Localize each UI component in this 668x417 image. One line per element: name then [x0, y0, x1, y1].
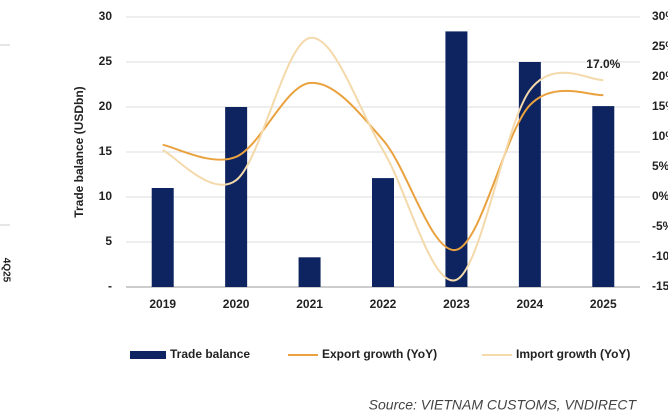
bar	[151, 188, 174, 287]
bar	[372, 178, 394, 287]
y-axis-label: Trade balance (USDbn)	[72, 86, 86, 217]
legend-label: Export growth (YoY)	[322, 347, 437, 361]
y2-tick-label: -5%	[652, 219, 668, 233]
bar	[592, 106, 615, 287]
bar	[518, 62, 541, 287]
y2-tick-label: 15%	[652, 99, 668, 113]
y2-tick-label: 25%	[652, 39, 668, 53]
x-tick-label: 2021	[296, 297, 323, 311]
source: Source: VIETNAM CUSTOMS, VNDIRECT	[369, 397, 638, 413]
y2-tick-label: 10%	[652, 129, 668, 143]
y-tick-label: 30	[99, 9, 113, 23]
bar	[445, 31, 468, 288]
y2-tick-label: 30%	[652, 9, 668, 23]
x-tick-label: 2019	[149, 297, 176, 311]
x-tick-label: 2025	[590, 297, 617, 311]
y2-tick-label: 20%	[652, 69, 668, 83]
legend-swatch	[130, 351, 166, 359]
bar	[298, 257, 321, 287]
legend-label: Trade balance	[170, 347, 250, 361]
y2-tick-label: 5%	[652, 159, 668, 173]
x-tick-label: 2022	[370, 297, 397, 311]
y-tick-label: -	[108, 279, 112, 293]
x-tick-label: 2023	[443, 297, 470, 311]
y2-tick-label: -10%	[652, 249, 668, 263]
y-tick-label: 15	[99, 144, 113, 158]
line	[162, 36, 604, 282]
y-tick-label: 25	[99, 54, 113, 68]
bar	[225, 107, 248, 287]
legend-label: Import growth (YoY)	[516, 347, 630, 361]
fragment-label: 4Q25	[0, 258, 11, 283]
value-label: 17.0%	[586, 57, 620, 71]
x-tick-label: 2024	[517, 297, 544, 311]
line	[162, 81, 604, 251]
x-tick-label: 2020	[223, 297, 250, 311]
y-tick-label: 20	[99, 99, 113, 113]
y2-tick-label: 0%	[652, 189, 668, 203]
y-tick-label: 10	[99, 189, 113, 203]
y-tick-label: 5	[105, 234, 112, 248]
y2-tick-label: -15%	[652, 279, 668, 293]
